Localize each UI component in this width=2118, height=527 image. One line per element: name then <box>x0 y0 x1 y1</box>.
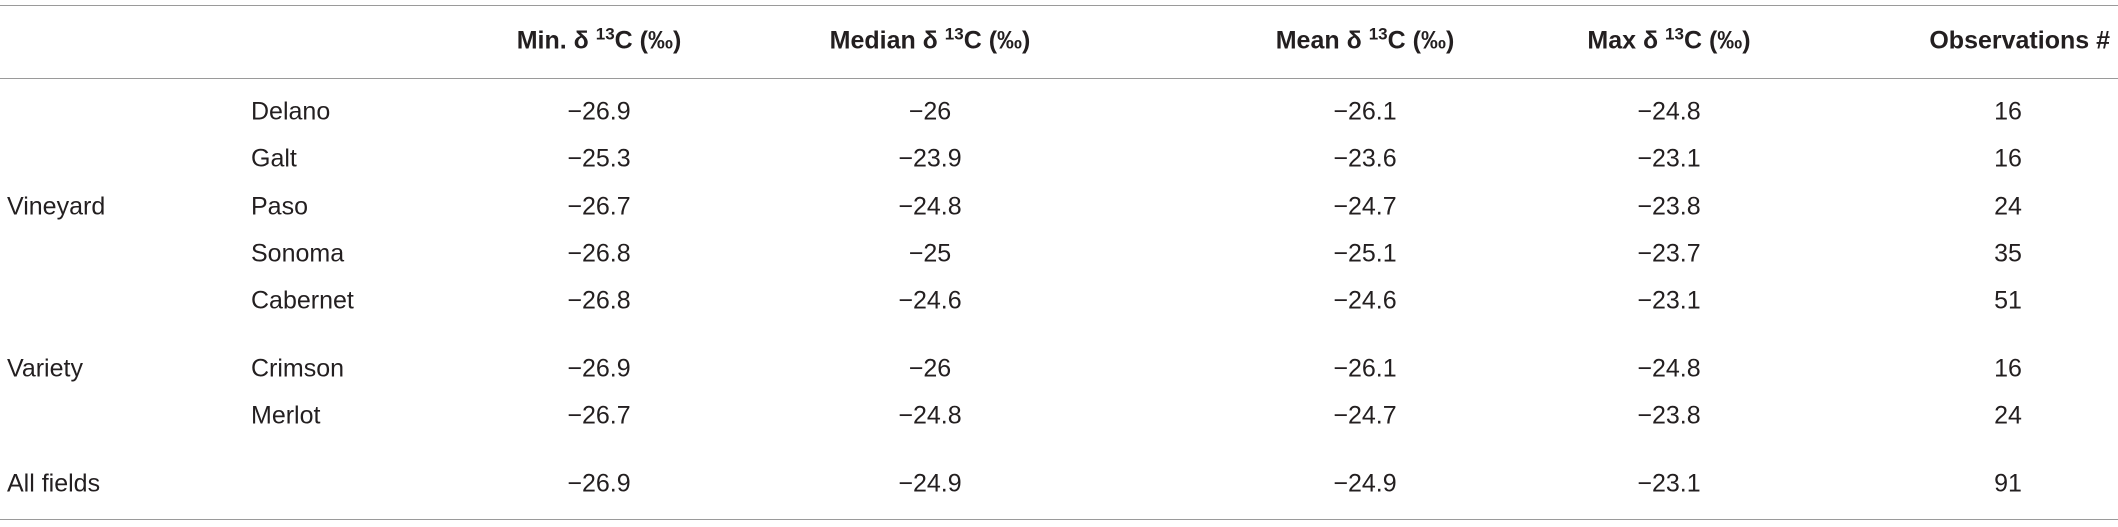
value-cell: 51 <box>1994 286 2022 315</box>
value-cell: −23.7 <box>1637 239 1701 268</box>
value-cell: −25 <box>908 239 952 268</box>
value-cell: −23.1 <box>1637 286 1701 315</box>
row-label: Crimson <box>251 354 345 383</box>
value-cell: −24.7 <box>1333 192 1397 221</box>
value-cell: −24.9 <box>898 469 962 498</box>
value-cell: −23.9 <box>898 144 962 173</box>
header-text: Max δ <box>1587 26 1666 55</box>
superscript: 13 <box>944 24 964 44</box>
value-cell: −25.3 <box>567 144 631 173</box>
value-cell: −26 <box>908 97 952 126</box>
value-cell: −24.8 <box>1637 354 1701 383</box>
value-cell: 16 <box>1994 144 2022 173</box>
header-text: C (‰) <box>963 26 1031 55</box>
value-cell: −23.8 <box>1637 192 1701 221</box>
value-cell: −26 <box>908 354 952 383</box>
value-cell: −24.8 <box>898 401 962 430</box>
column-header: Mean δ 13C (‰) <box>1275 26 1455 55</box>
value-cell: −26.9 <box>567 97 631 126</box>
row-label: Delano <box>251 97 331 126</box>
value-cell: 35 <box>1994 239 2022 268</box>
header-rule <box>0 78 2118 79</box>
value-cell: −23.1 <box>1637 144 1701 173</box>
column-header: Max δ 13C (‰) <box>1587 26 1751 55</box>
row-label: Merlot <box>251 401 321 430</box>
value-cell: 24 <box>1994 192 2022 221</box>
value-cell: −23.8 <box>1637 401 1701 430</box>
value-cell: −26.1 <box>1333 354 1397 383</box>
value-cell: −24.9 <box>1333 469 1397 498</box>
superscript: 13 <box>1665 24 1684 44</box>
superscript: 13 <box>1368 24 1388 44</box>
value-cell: −24.6 <box>898 286 962 315</box>
value-cell: 91 <box>1994 469 2022 498</box>
header-text: C (‰) <box>1387 26 1455 55</box>
bottom-rule <box>0 519 2118 520</box>
header-text: Mean δ <box>1275 26 1369 55</box>
value-cell: −25.1 <box>1333 239 1397 268</box>
column-header: Min. δ 13C (‰) <box>516 26 682 55</box>
value-cell: −26.9 <box>567 354 631 383</box>
value-cell: −24.8 <box>898 192 962 221</box>
header-text: Min. δ <box>516 26 596 55</box>
value-cell: −24.6 <box>1333 286 1397 315</box>
group-label: Vineyard <box>7 192 106 221</box>
column-header: Observations # <box>1929 26 2110 55</box>
header-text: C (‰) <box>1683 26 1751 55</box>
value-cell: 16 <box>1994 354 2022 383</box>
row-label: Galt <box>251 144 297 173</box>
row-label: Cabernet <box>251 286 354 315</box>
value-cell: −24.7 <box>1333 401 1397 430</box>
value-cell: −24.8 <box>1637 97 1701 126</box>
value-cell: −26.8 <box>567 286 631 315</box>
superscript: 13 <box>595 24 615 44</box>
value-cell: −26.9 <box>567 469 631 498</box>
value-cell: −23.1 <box>1637 469 1701 498</box>
group-label: Variety <box>7 354 83 383</box>
column-header: Median δ 13C (‰) <box>829 26 1031 55</box>
header-text: Observations # <box>1929 26 2110 55</box>
value-cell: 16 <box>1994 97 2022 126</box>
group-label: All fields <box>7 469 101 498</box>
top-rule <box>0 5 2118 6</box>
row-label: Paso <box>251 192 308 221</box>
row-label: Sonoma <box>251 239 345 268</box>
value-cell: −26.7 <box>567 192 631 221</box>
header-text: C (‰) <box>614 26 682 55</box>
value-cell: −26.1 <box>1333 97 1397 126</box>
value-cell: −26.8 <box>567 239 631 268</box>
value-cell: −26.7 <box>567 401 631 430</box>
value-cell: −23.6 <box>1333 144 1397 173</box>
value-cell: 24 <box>1994 401 2022 430</box>
header-text: Median δ <box>829 26 945 55</box>
